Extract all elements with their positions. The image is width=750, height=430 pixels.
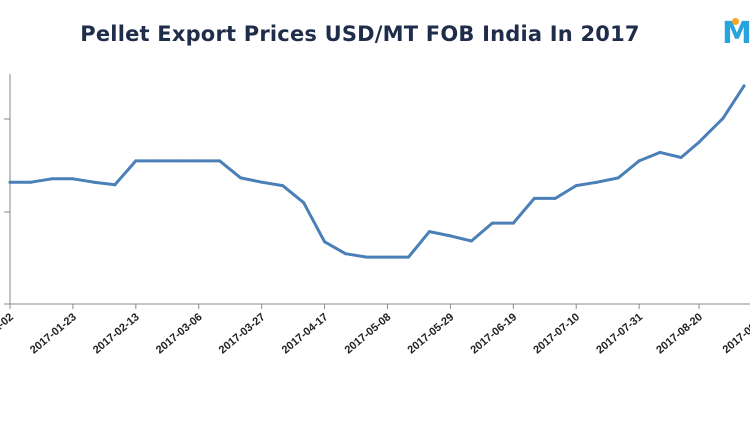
x-tick-label: 2017-07-10 [531,311,582,356]
x-axis-ticks [9,304,700,309]
data-point [71,177,75,181]
data-point [574,184,578,188]
brand-logo: M [722,16,750,52]
series-layer [8,84,746,259]
x-tick-label: 2017-02-13 [91,311,142,356]
data-point [637,159,641,163]
x-tick-label: 2017-05-29 [406,311,457,356]
x-tick-label: 2017-07-31 [594,311,645,356]
data-point [386,255,389,259]
data-point [697,140,701,144]
data-point [679,156,683,159]
data-point [595,180,599,184]
data-point [113,183,117,187]
data-point [134,159,138,163]
data-point [742,84,746,88]
x-axis-tick-labels: 2017-01-02 2017-01-23 2017-02-13 2017-03-06… [0,311,750,356]
data-point [218,159,222,163]
data-point [155,159,159,163]
x-tick-label: 2017-01-23 [28,311,79,356]
data-point [197,159,201,163]
data-point [344,252,347,256]
brand-logo-dot [732,18,739,25]
x-tick-label: 2017-01-02 [0,311,16,356]
data-point [658,150,662,154]
data-point [721,116,725,120]
data-point [469,239,473,243]
x-tick-label: 2017-09-11 [721,311,750,356]
data-point [553,196,557,200]
data-point [448,234,452,238]
chart-title: Pellet Export Prices USD/MT FOB India In… [80,22,640,46]
data-point [616,176,620,180]
data-point [281,184,285,188]
data-point [29,180,33,184]
data-point [239,176,243,180]
plot-area [4,74,750,305]
data-point [323,240,327,244]
data-point [8,180,12,184]
x-tick-label: 2017-04-17 [280,311,331,356]
data-point [176,159,180,163]
data-point [92,180,96,184]
data-point [532,196,536,200]
data-point [50,177,54,181]
data-point [365,255,368,259]
series-line [8,84,746,259]
data-point [427,230,431,234]
x-tick-label: 2017-05-08 [343,311,394,356]
data-point [260,180,264,184]
x-tick-label: 2017-08-20 [654,311,705,356]
data-point [511,221,515,225]
data-point [407,255,410,259]
x-tick-label: 2017-03-06 [154,311,205,356]
data-point [302,201,306,205]
data-point [490,221,494,225]
x-tick-label: 2017-03-27 [217,311,268,356]
x-tick-label: 2017-06-19 [468,311,519,356]
